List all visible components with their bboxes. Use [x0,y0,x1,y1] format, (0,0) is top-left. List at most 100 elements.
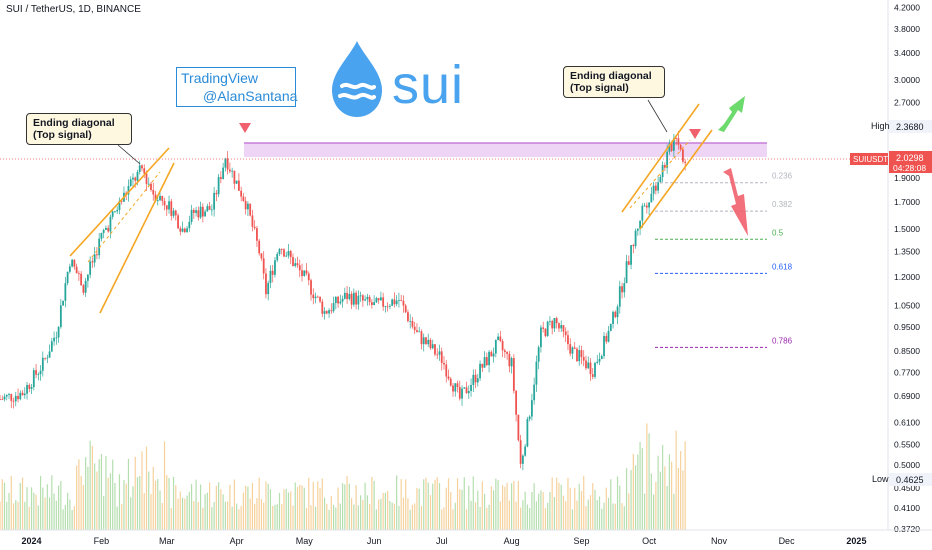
candle-body [156,200,159,202]
candle-body [170,201,173,216]
candle-body [348,293,351,300]
volume-bar [655,481,657,530]
volume-bar [299,484,301,530]
candle-body [562,325,565,332]
candle-body [341,298,344,302]
volume-bar [272,505,274,530]
candle-body [400,299,403,301]
candle-body [330,310,333,312]
volume-bar [596,500,598,530]
candle-body [645,205,648,208]
price-tick-1: 3.8000 [894,24,920,34]
candle-body [39,370,42,375]
volume-bars [0,423,686,530]
volume-bar [175,485,177,530]
volume-bar [62,509,64,530]
volume-bar [127,458,130,530]
candle-body [440,351,443,363]
volume-bar [290,491,292,530]
candle-body [357,295,360,305]
price-scale[interactable]: 4.20003.80003.40003.00002.70002.10001.90… [894,3,920,534]
candle-body [242,196,245,202]
candle-body [670,143,673,151]
time-tick-4: May [296,536,314,546]
volume-bar [317,481,319,530]
candle-body [594,362,596,377]
candle-body [654,185,657,191]
candle-body [625,261,628,284]
volume-bar [436,477,438,530]
candle-body [515,390,518,415]
volume-bar [569,487,571,530]
callout-left-line1: Ending diagonal [33,117,115,129]
candle-body [244,201,247,210]
candle-body [253,226,256,229]
volume-bar [312,481,314,530]
candle-body [116,209,119,212]
volume-bar [556,477,558,530]
candle-body [521,455,524,464]
volume-bar [19,482,21,530]
candle-body [361,295,364,301]
volume-bar [236,503,238,530]
candle-body [422,337,425,345]
volume-bar [134,456,136,530]
volume-bar [69,499,71,530]
candle-body [481,363,484,368]
candle-body [476,378,479,383]
candle-body [269,270,272,283]
volume-bar [673,493,675,530]
candle-body [544,328,547,337]
high-label: High [871,121,890,131]
price-tick-8: 1.5000 [894,224,920,234]
volume-bar [531,492,533,530]
volume-bar [488,504,490,530]
candle-body [452,385,454,392]
candle-body [28,384,31,389]
candle-body [201,206,204,217]
volume-bar [197,502,199,530]
price-tick-14: 0.7700 [894,367,920,377]
candle-body [165,205,168,210]
candle-body [375,298,378,303]
candle-body [141,165,143,169]
candle-body [510,358,513,367]
candle-body [77,273,80,275]
volume-bar [98,459,100,530]
volume-bar [85,457,87,530]
candle-body [616,306,619,318]
volume-bar [405,479,407,530]
candle-body [555,318,558,324]
volume-bar [33,492,35,530]
candle-body [650,193,653,203]
volume-bar [132,486,134,530]
candle-body [210,209,213,211]
volume-bar [10,476,12,530]
volume-bar [100,454,103,530]
volume-bar [116,506,118,530]
time-axis[interactable]: 2024 Feb Mar Apr May Jun Jul Aug Sep Oct Nov Dec 202… [22,536,867,546]
volume-bar [414,503,416,530]
volume-bar [472,476,474,530]
candle-body [307,273,310,281]
volume-bar [107,477,109,530]
candle-body [501,341,504,351]
volume-bar [118,474,121,530]
candle-body [438,351,441,355]
candle-body [41,357,44,371]
candle-body [402,300,405,306]
volume-bar [260,498,263,530]
candle-body [404,305,407,313]
candle-body [413,326,416,331]
volume-bar [254,503,256,530]
candle-body [393,299,396,305]
volume-bar [504,486,506,530]
candle-body [102,229,105,233]
candle-body [395,300,398,305]
candle-body [323,311,326,314]
volume-bar [610,479,612,530]
time-tick-12: 2025 [846,536,866,546]
volume-bar [592,483,594,530]
candle-body [190,209,193,222]
